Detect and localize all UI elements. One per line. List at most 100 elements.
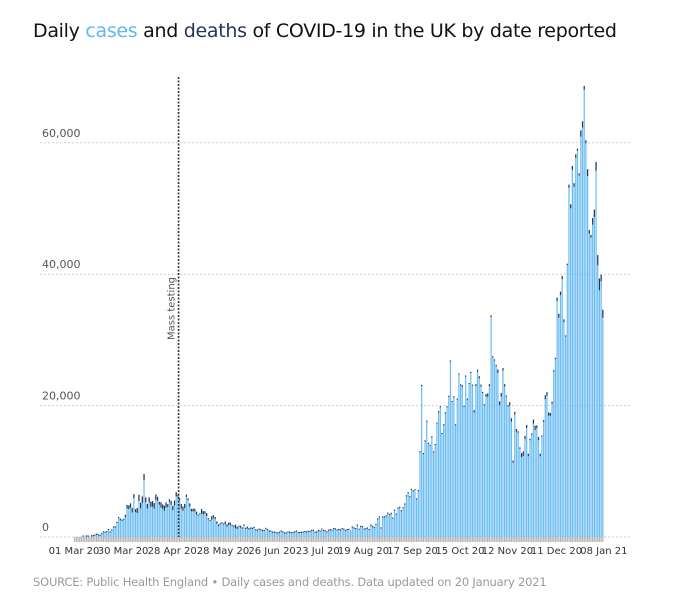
- case-bar: [238, 526, 240, 537]
- death-bar: [432, 451, 435, 453]
- baseline-tick: [448, 537, 450, 542]
- baseline-tick: [377, 537, 379, 542]
- baseline-tick: [504, 537, 506, 542]
- death-bar: [571, 166, 573, 170]
- death-bar: [195, 511, 198, 515]
- case-bar: [592, 224, 594, 538]
- baseline-tick: [90, 537, 93, 542]
- case-bar: [346, 530, 348, 537]
- baseline-tick: [256, 537, 259, 542]
- death-bar: [515, 429, 518, 432]
- case-bar: [463, 406, 465, 537]
- death-bar: [283, 532, 286, 534]
- death-bar: [399, 506, 401, 508]
- case-bar: [527, 456, 529, 537]
- baseline-tick: [248, 537, 250, 542]
- bars: [74, 85, 604, 538]
- death-bar: [290, 532, 292, 534]
- death-bar: [270, 530, 272, 532]
- case-bar: [468, 384, 470, 537]
- case-bar: [160, 507, 162, 537]
- annotations: Mass testing: [167, 77, 180, 537]
- death-bar: [422, 453, 425, 455]
- baseline-tick: [233, 537, 235, 542]
- baseline-tick: [417, 537, 419, 542]
- case-bar: [239, 527, 242, 537]
- death-bar: [570, 204, 572, 209]
- baseline-tick: [322, 537, 325, 542]
- baseline-tick: [339, 537, 342, 542]
- baseline-tick: [251, 537, 254, 542]
- death-bar: [405, 495, 408, 497]
- x-tick-label: 28 May 20: [197, 546, 249, 557]
- case-bar: [305, 532, 308, 537]
- death-bar: [170, 500, 172, 505]
- case-bar: [128, 509, 130, 537]
- case-bar: [334, 529, 336, 537]
- baseline-tick: [87, 537, 89, 542]
- baseline-tick: [349, 537, 352, 542]
- baseline-tick: [338, 537, 340, 542]
- case-bar: [162, 508, 164, 537]
- death-bar: [322, 529, 325, 532]
- title-middle: and: [137, 20, 184, 42]
- death-bar: [307, 530, 309, 532]
- baseline-tick: [311, 537, 313, 542]
- case-bar: [141, 502, 143, 537]
- baseline-tick: [136, 537, 138, 542]
- death-bar: [441, 432, 443, 435]
- case-bar: [532, 423, 535, 537]
- death-bar: [370, 524, 372, 526]
- case-bar: [475, 386, 477, 537]
- case-bar: [561, 279, 563, 537]
- x-tick-label: 12 Nov 20: [482, 546, 533, 557]
- baseline-tick: [536, 537, 538, 542]
- baseline-tick: [590, 537, 592, 542]
- death-bar: [99, 534, 101, 537]
- case-bar: [514, 414, 516, 537]
- death-bar: [129, 503, 132, 508]
- death-bar: [531, 433, 533, 435]
- death-bar: [451, 400, 453, 403]
- death-bar: [167, 504, 169, 507]
- death-bar: [595, 161, 597, 171]
- case-bar: [583, 89, 585, 538]
- baseline-tick: [548, 537, 550, 542]
- baseline-tick: [510, 537, 513, 542]
- case-bar: [490, 317, 492, 537]
- baseline-tick: [451, 537, 453, 542]
- case-bar: [123, 519, 125, 537]
- death-bar: [138, 494, 140, 501]
- baseline-tick: [434, 537, 436, 542]
- case-bar: [244, 528, 247, 537]
- baseline-tick: [206, 537, 208, 542]
- case-bar: [439, 407, 441, 537]
- case-bar: [598, 290, 601, 537]
- death-bar: [498, 401, 501, 406]
- case-bar: [549, 415, 551, 537]
- death-bar: [600, 274, 602, 282]
- case-bar: [510, 421, 513, 537]
- death-bar: [456, 398, 458, 400]
- baseline-tick: [483, 537, 485, 542]
- case-bar: [109, 532, 111, 537]
- death-bar: [287, 531, 289, 533]
- death-bar: [568, 184, 570, 188]
- death-bar: [344, 529, 347, 532]
- baseline-tick: [209, 537, 211, 542]
- baseline-tick: [546, 537, 548, 542]
- death-bar: [338, 528, 340, 531]
- baseline-tick: [109, 537, 111, 542]
- case-bar: [243, 525, 245, 537]
- death-bar: [111, 529, 113, 531]
- case-bar: [498, 405, 501, 537]
- death-bar: [314, 531, 316, 533]
- case-bar: [370, 525, 372, 537]
- baseline-tick: [583, 537, 585, 542]
- baseline-tick: [124, 537, 127, 542]
- case-bar: [251, 528, 254, 537]
- case-bar: [495, 366, 497, 537]
- case-bar: [255, 530, 257, 537]
- death-bar: [116, 521, 118, 524]
